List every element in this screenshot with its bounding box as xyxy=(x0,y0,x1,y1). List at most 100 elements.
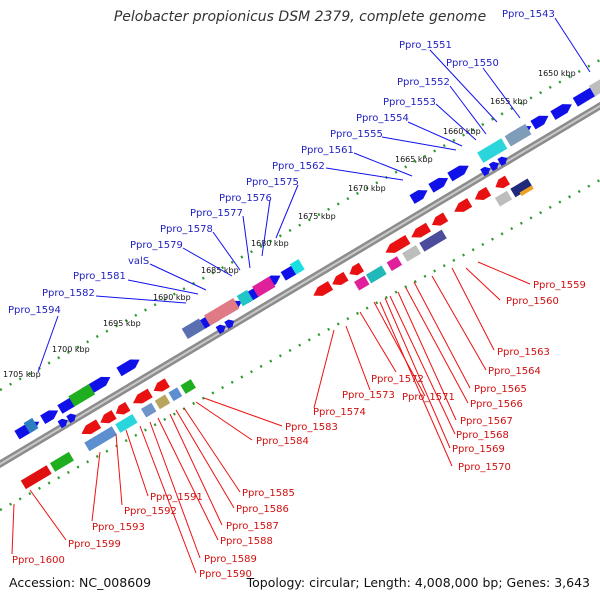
gene-label: Ppro_1582 xyxy=(42,288,95,299)
gene-label: valS xyxy=(128,256,149,267)
gene-label: Ppro_1588 xyxy=(220,536,273,547)
forward-gene-block xyxy=(477,138,508,163)
gene-label: Ppro_1600 xyxy=(12,555,65,566)
reverse-gene-block xyxy=(354,275,370,291)
gene-label: Ppro_1591 xyxy=(150,492,203,503)
forward-gene-arrow xyxy=(428,177,449,193)
reverse-gene-block xyxy=(510,178,533,198)
reverse-gene-arrow xyxy=(431,212,449,226)
topology-text: Topology: circular; Length: 4,008,000 bp… xyxy=(246,575,590,590)
gene-label: Ppro_1567 xyxy=(460,416,513,427)
forward-leaders xyxy=(37,17,591,373)
leader-line xyxy=(465,267,501,301)
gene-label: Ppro_1576 xyxy=(219,193,272,204)
forward-gene-arrow xyxy=(488,161,499,172)
leader-line xyxy=(359,311,397,373)
leader-line xyxy=(429,49,498,123)
leader-line xyxy=(195,401,253,441)
gene-label: Ppro_1560 xyxy=(506,296,559,307)
leader-line xyxy=(353,152,413,177)
reverse-gene-block xyxy=(49,451,74,472)
leader-line xyxy=(115,433,123,506)
forward-gene-arrow xyxy=(224,319,235,329)
reverse-gene-arrow xyxy=(100,410,117,424)
leader-line xyxy=(242,215,251,269)
gene-label: Ppro_1586 xyxy=(236,504,289,515)
leader-line xyxy=(125,429,149,497)
leader-line xyxy=(449,85,487,135)
forward-gene-arrow xyxy=(116,359,140,377)
forward-gene-row xyxy=(14,72,600,440)
reverse-gene-block xyxy=(180,379,196,394)
reverse-gene-arrow xyxy=(474,186,492,201)
gene-label: Ppro_1563 xyxy=(497,347,550,358)
gene-label: Ppro_1581 xyxy=(73,271,126,282)
tick-label: 1670 kbp xyxy=(348,184,386,193)
leader-line xyxy=(11,503,15,555)
leader-line xyxy=(384,297,451,449)
scale-track-upper xyxy=(0,58,600,392)
reverse-gene-arrow xyxy=(454,198,473,212)
reverse-gene-block xyxy=(386,256,403,272)
gene-label: Ppro_1573 xyxy=(342,390,395,401)
gene-label: Ppro_1590 xyxy=(199,569,252,580)
reverse-gene-block xyxy=(20,465,52,490)
forward-gene-arrow xyxy=(215,324,226,334)
reverse-gene-block xyxy=(366,265,387,284)
leader-line xyxy=(182,247,233,277)
tick-label: 1695 kbp xyxy=(103,319,141,328)
forward-gene-arrow xyxy=(480,166,491,177)
reverse-gene-block xyxy=(519,185,534,196)
accession-text: Accession: NC_008609 xyxy=(9,575,152,590)
forward-gene-block xyxy=(236,289,254,307)
leader-line xyxy=(381,136,457,151)
leader-line xyxy=(407,121,463,147)
tick-label: 1650 kbp xyxy=(538,69,576,78)
reverse-gene-block xyxy=(154,394,171,410)
leader-line xyxy=(37,315,59,373)
reverse-gene-arrow xyxy=(332,271,349,286)
leader-line xyxy=(139,425,197,574)
gene-label: Ppro_1543 xyxy=(502,9,555,20)
tick-label: 1660 kbp xyxy=(443,127,481,136)
forward-gene-arrow xyxy=(409,190,428,204)
leader-line xyxy=(389,295,456,435)
gene-label: Ppro_1555 xyxy=(330,129,383,140)
gene-label: Ppro_1577 xyxy=(190,208,243,219)
tick-label: 1705 kbp xyxy=(3,370,41,379)
forward-gene-block xyxy=(504,123,532,147)
leader-line xyxy=(275,184,299,239)
reverse-gene-arrow xyxy=(411,222,432,238)
gene-label: Ppro_1593 xyxy=(92,522,145,533)
forward-gene-block xyxy=(181,318,206,340)
reverse-gene-block xyxy=(168,387,183,402)
forward-gene-block xyxy=(588,72,600,97)
reverse-gene-block xyxy=(115,414,138,433)
leader-line xyxy=(345,325,371,391)
reverse-genes xyxy=(81,175,511,435)
reverse-gene-blocks xyxy=(20,178,534,490)
forward-gene-arrow xyxy=(530,115,549,130)
forward-gene-block xyxy=(68,384,96,407)
gene-label: Ppro_1559 xyxy=(533,280,586,291)
gene-label: Ppro_1561 xyxy=(301,145,354,156)
gene-label: Ppro_1564 xyxy=(488,366,541,377)
gene-label: Ppro_1553 xyxy=(383,97,436,108)
gene-label: Ppro_1571 xyxy=(402,392,455,403)
gene-label: Ppro_1554 xyxy=(356,113,409,124)
reverse-gene-block xyxy=(84,426,117,452)
tick-label: 1685 kbp xyxy=(201,266,239,275)
gene-label: Ppro_1585 xyxy=(242,488,295,499)
forward-gene-arrow xyxy=(40,410,59,425)
leader-line xyxy=(261,199,271,257)
gene-label: Ppro_1562 xyxy=(272,161,325,172)
gene-label: Ppro_1594 xyxy=(8,305,61,316)
leader-line xyxy=(29,489,67,541)
forward-gene-block xyxy=(289,259,305,275)
reverse-gene-block xyxy=(402,245,421,262)
tick-label: 1675 kbp xyxy=(298,212,336,221)
forward-gene-blocks xyxy=(23,72,600,434)
leader-line xyxy=(169,413,223,526)
forward-gene-block xyxy=(23,417,39,434)
gene-label: Ppro_1574 xyxy=(313,407,366,418)
